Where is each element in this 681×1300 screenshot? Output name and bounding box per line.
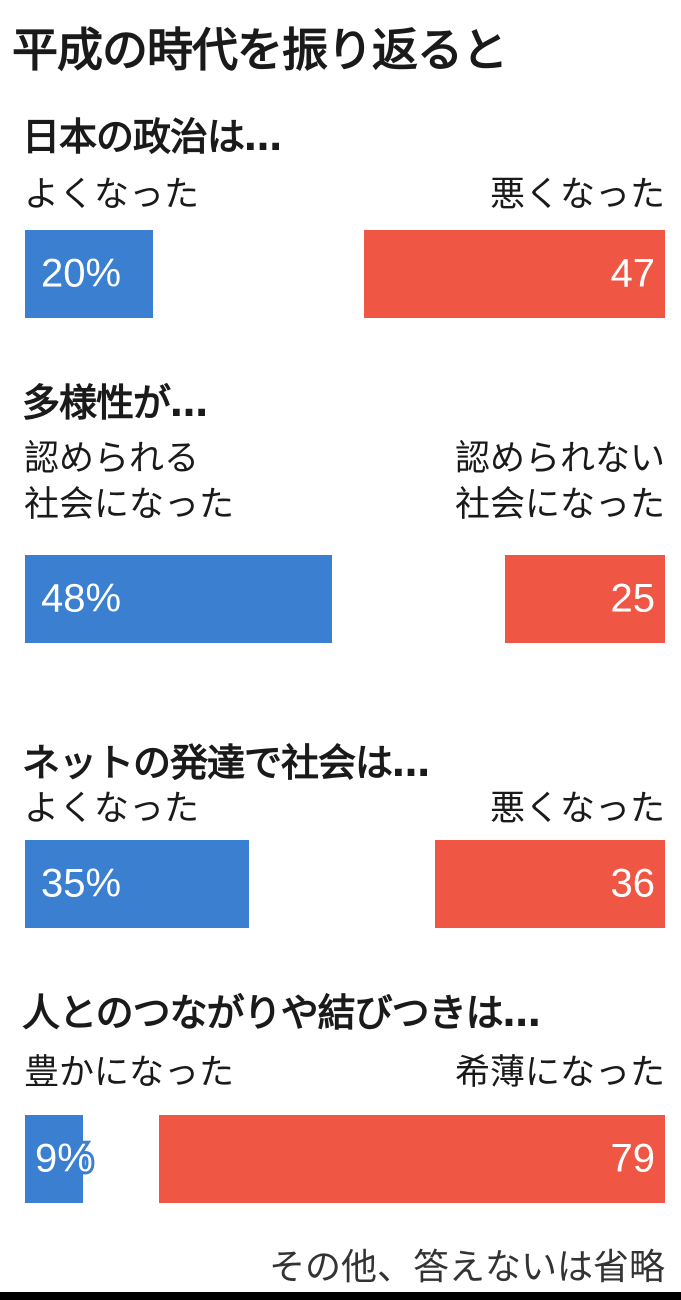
right-answer-label-line: 認められない [454,439,665,479]
data-label: 48% [41,576,122,621]
data-label: 35% [41,861,122,906]
data-label: 25 [610,576,656,621]
data-label: 20% [41,251,122,296]
negative-bar: 79 [159,1115,665,1203]
question-label: ネットの発達で社会は… [22,741,430,785]
left-answer-label: 豊かになった [24,1050,234,1096]
negative-bar: 36 [434,840,665,928]
chart-note: その他、答えないは省略 [268,1247,665,1288]
right-answer-label-line: 悪くなった [489,175,665,215]
left-answer-label-line: 認められる [24,439,200,479]
positive-bar: 20% [25,230,153,318]
question-label: 多様性が… [22,381,208,425]
left-answer-label-line: 豊かになった [24,1053,235,1093]
left-answer-label: よくなった [24,172,199,218]
right-answer-label-line: 社会になった [454,485,665,525]
chart-title: 平成の時代を振り返ると [12,23,508,77]
left-answer-label: よくなった [24,786,199,832]
right-answer-label: 認められない 社会になった [455,436,665,528]
data-label: 79 [610,1136,655,1181]
data-label: 36 [610,861,655,906]
question-label: 日本の政治は… [22,115,282,159]
right-answer-label-line: 希薄になった [454,1053,665,1093]
data-label: 9% [32,1134,96,1184]
right-answer-label: 悪くなった [490,172,665,218]
right-answer-label: 悪くなった [490,786,665,832]
left-answer-label-line: よくなった [24,789,200,829]
positive-bar: 35% [25,840,249,928]
bottom-border [0,1292,681,1300]
negative-bar: 47 [364,230,665,318]
right-answer-label: 希薄になった [455,1050,665,1096]
right-answer-label-line: 悪くなった [489,789,665,829]
negative-bar: 25 [505,555,665,643]
left-answer-label: 認められる社会になった [24,436,234,528]
positive-bar: 9% [25,1115,96,1203]
question-label: 人とのつながりや結びつきは… [22,991,541,1035]
data-label: 47 [610,251,655,296]
left-answer-label-line: よくなった [24,175,200,215]
left-answer-label-line: 社会になった [24,485,235,525]
positive-bar: 48% [25,555,333,643]
